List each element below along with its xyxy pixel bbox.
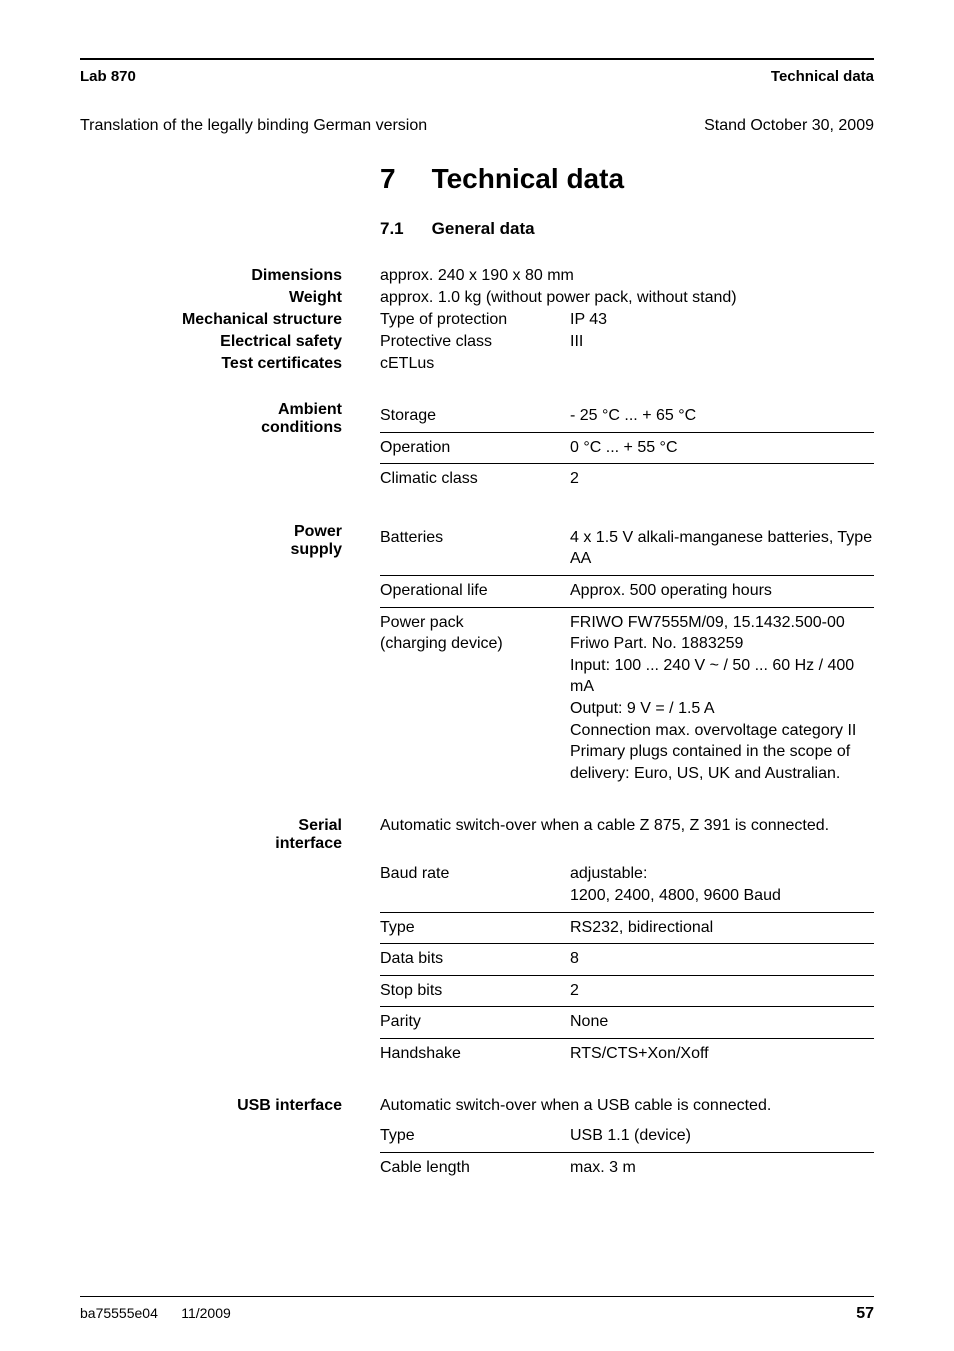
serial-parity-key: Parity [380, 1011, 570, 1033]
header-rule [80, 58, 874, 60]
ambient-climatic-key: Climatic class [380, 468, 570, 490]
power-operational-key: Operational life [380, 580, 570, 602]
test-certificates-value: cETLus [380, 355, 874, 373]
weight-label: Weight [80, 289, 380, 307]
footer-docid: ba75555e04 [80, 1305, 158, 1321]
ambient-climatic-val: 2 [570, 468, 874, 490]
electrical-safety-label: Electrical safety [80, 333, 380, 351]
footer-page-number: 57 [856, 1305, 874, 1323]
power-pack-val: FRIWO FW7555M/09, 15.1432.500-00 Friwo P… [570, 612, 874, 785]
protective-class-key: Protective class [380, 333, 570, 351]
ambient-storage-val: - 25 °C ... + 65 °C [570, 405, 874, 427]
subsection-heading: 7.1 General data [80, 219, 874, 239]
type-of-protection-val: IP 43 [570, 311, 874, 329]
serial-stopbits-val: 2 [570, 980, 874, 1002]
section-title: Technical data [432, 163, 624, 195]
power-batteries-val: 4 x 1.5 V alkali-manganese batteries, Ty… [570, 527, 874, 570]
mechanical-structure-label: Mechanical structure [80, 311, 380, 329]
usb-intro: Automatic switch-over when a USB cable i… [380, 1097, 874, 1115]
weight-value: approx. 1.0 kg (without power pack, with… [380, 289, 874, 307]
serial-stopbits-key: Stop bits [380, 980, 570, 1002]
translation-note: Translation of the legally binding Germa… [80, 117, 427, 135]
power-block: Power supply Batteries 4 x 1.5 V alkali-… [80, 523, 874, 790]
power-label: Power supply [80, 523, 380, 559]
running-header: Lab 870 Technical data [80, 68, 874, 85]
serial-databits-key: Data bits [380, 948, 570, 970]
page-footer: ba75555e04 11/2009 57 [80, 1296, 874, 1323]
subsection-number: 7.1 [380, 219, 404, 239]
serial-baud-val: adjustable: 1200, 2400, 4800, 9600 Baud [570, 863, 874, 906]
usb-block: USB interface Automatic switch-over when… [80, 1097, 874, 1183]
serial-intro: Automatic switch-over when a cable Z 875… [380, 817, 874, 835]
serial-block: Serial interface Automatic switch-over w… [80, 817, 874, 1069]
footer-date: 11/2009 [181, 1305, 231, 1321]
dimensions-value: approx. 240 x 190 x 80 mm [380, 267, 874, 285]
translation-note-row: Translation of the legally binding Germa… [80, 117, 874, 135]
subsection-title: General data [432, 219, 535, 239]
usb-cable-val: max. 3 m [570, 1157, 874, 1179]
power-operational-val: Approx. 500 operating hours [570, 580, 874, 602]
basics-block: Dimensions approx. 240 x 190 x 80 mm Wei… [80, 267, 874, 373]
serial-databits-val: 8 [570, 948, 874, 970]
header-left: Lab 870 [80, 68, 136, 85]
serial-label: Serial interface [80, 817, 380, 853]
usb-type-val: USB 1.1 (device) [570, 1125, 874, 1147]
serial-baud-key: Baud rate [380, 863, 570, 885]
footer-rule [80, 1296, 874, 1297]
serial-parity-val: None [570, 1011, 874, 1033]
usb-label: USB interface [80, 1097, 380, 1115]
ambient-operation-key: Operation [380, 437, 570, 459]
serial-handshake-key: Handshake [380, 1043, 570, 1065]
dimensions-label: Dimensions [80, 267, 380, 285]
type-of-protection-key: Type of protection [380, 311, 570, 329]
test-certificates-label: Test certificates [80, 355, 380, 373]
usb-type-key: Type [380, 1125, 570, 1147]
usb-cable-key: Cable length [380, 1157, 570, 1179]
power-table: Batteries 4 x 1.5 V alkali-manganese bat… [380, 523, 874, 790]
ambient-label: Ambient conditions [80, 401, 380, 437]
serial-handshake-val: RTS/CTS+Xon/Xoff [570, 1043, 874, 1065]
usb-table: Type USB 1.1 (device) Cable length max. … [380, 1121, 874, 1183]
section-heading: 7 Technical data [80, 163, 874, 195]
ambient-table: Storage - 25 °C ... + 65 °C Operation 0 … [380, 401, 874, 495]
serial-type-val: RS232, bidirectional [570, 917, 874, 939]
serial-table: Baud rate adjustable: 1200, 2400, 4800, … [380, 859, 874, 1069]
document-date: Stand October 30, 2009 [704, 117, 874, 135]
ambient-storage-key: Storage [380, 405, 570, 427]
power-batteries-key: Batteries [380, 527, 570, 549]
serial-type-key: Type [380, 917, 570, 939]
ambient-operation-val: 0 °C ... + 55 °C [570, 437, 874, 459]
protective-class-val: III [570, 333, 874, 351]
section-number: 7 [380, 163, 396, 195]
ambient-block: Ambient conditions Storage - 25 °C ... +… [80, 401, 874, 495]
header-right: Technical data [771, 68, 874, 85]
power-pack-key: Power pack (charging device) [380, 612, 570, 655]
